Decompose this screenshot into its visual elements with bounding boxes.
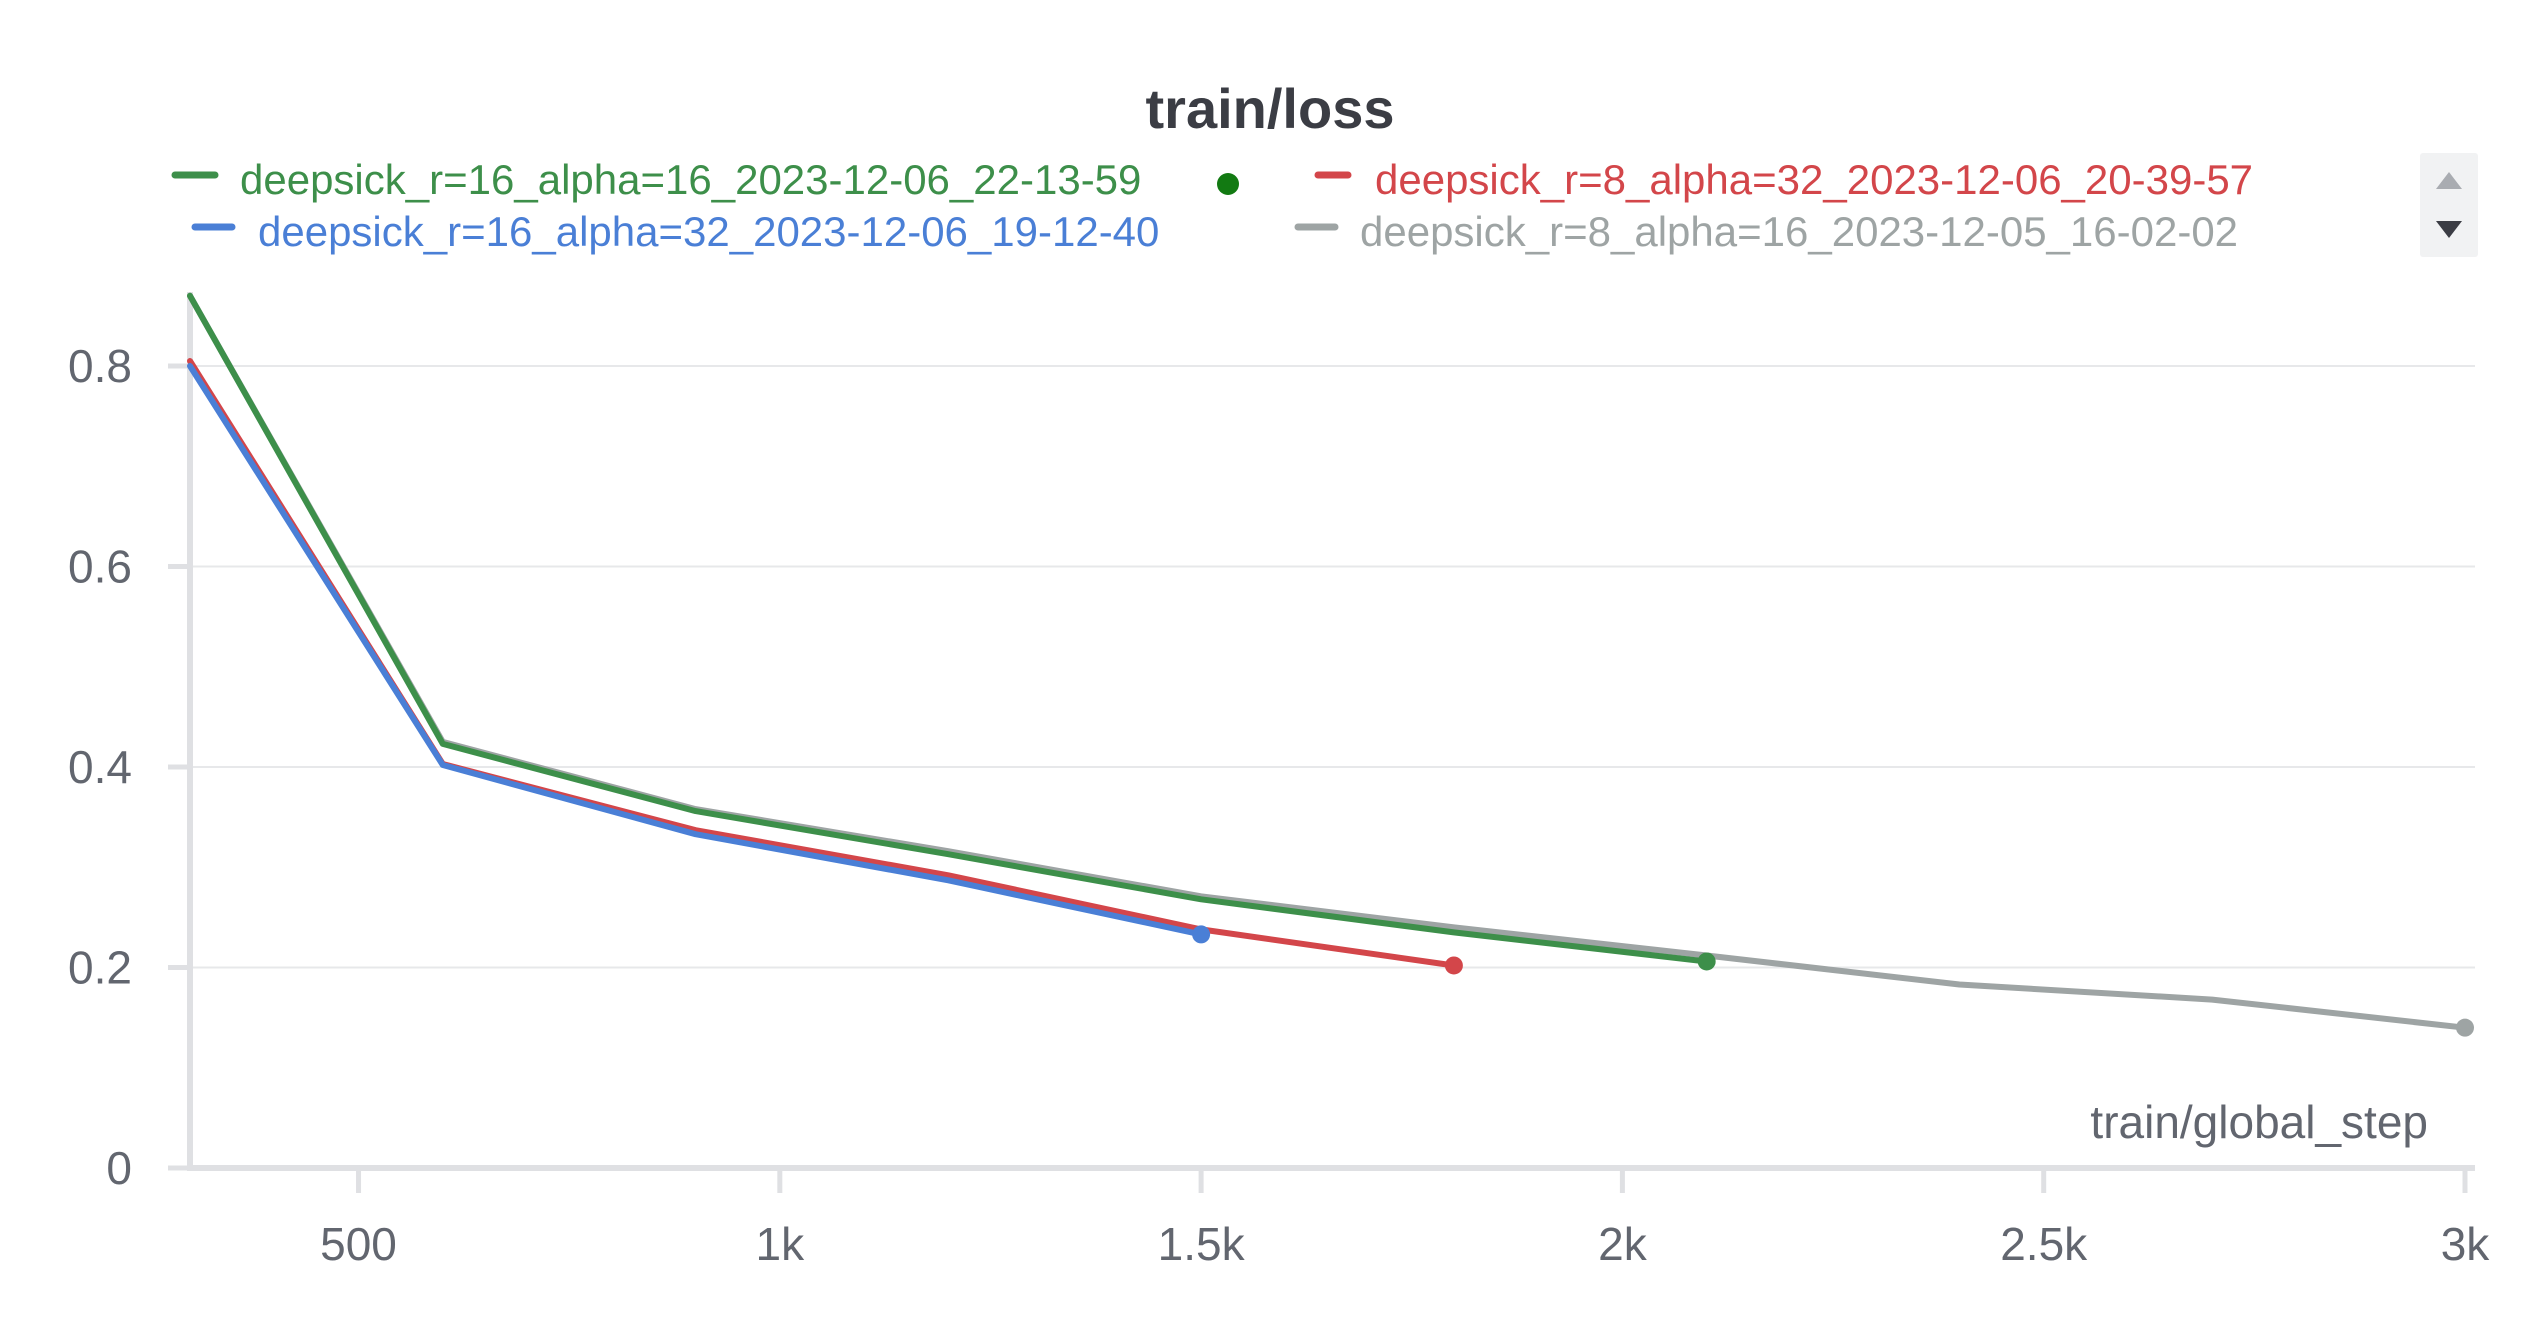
chart-title: train/loss: [1146, 77, 1395, 140]
series-end-point: [2456, 1018, 2474, 1037]
series-layer: [187, 292, 2474, 1037]
y-tick-label: 0.8: [68, 340, 132, 392]
x-axis-label: train/global_step: [2090, 1096, 2428, 1148]
active-series-dot-icon: [1217, 173, 1239, 195]
legend-item[interactable]: deepsick_r=16_alpha=16_2023-12-06_22-13-…: [171, 156, 1239, 203]
series-line: [187, 363, 1205, 938]
grid: [190, 365, 2475, 969]
series-line: [187, 292, 1710, 965]
x-tick-label: 1k: [756, 1218, 806, 1270]
x-tick-label: 2.5k: [2000, 1218, 2088, 1270]
axes: [187, 292, 2475, 1171]
series-end-point: [1444, 956, 1463, 975]
legend-label: deepsick_r=16_alpha=16_2023-12-06_22-13-…: [240, 156, 1141, 203]
legend: deepsick_r=16_alpha=16_2023-12-06_22-13-…: [171, 156, 2253, 255]
y-tick-label: 0.2: [68, 942, 132, 994]
y-tick-label: 0.4: [68, 741, 132, 793]
y-tick-label: 0.6: [68, 541, 132, 593]
legend-label: deepsick_r=16_alpha=32_2023-12-06_19-12-…: [258, 208, 1159, 255]
legend-label: deepsick_r=8_alpha=32_2023-12-06_20-39-5…: [1375, 156, 2253, 203]
legend-item[interactable]: deepsick_r=8_alpha=16_2023-12-05_16-02-0…: [1294, 208, 2238, 255]
x-tick-label: 3k: [2441, 1218, 2491, 1270]
triangle-up-icon[interactable]: [2436, 172, 2462, 189]
legend-scroll-box: [2420, 153, 2478, 257]
x-tick-label: 1.5k: [1158, 1218, 1246, 1270]
legend-scroll: [2420, 153, 2478, 257]
legend-item[interactable]: deepsick_r=8_alpha=32_2023-12-06_20-39-5…: [1314, 156, 2253, 203]
series-end-point: [1192, 925, 1211, 944]
series-end-point: [1697, 952, 1716, 971]
x-tick-label: 2k: [1598, 1218, 1648, 1270]
x-tick-label: 500: [320, 1218, 397, 1270]
triangle-down-icon[interactable]: [2436, 221, 2462, 238]
legend-item[interactable]: deepsick_r=16_alpha=32_2023-12-06_19-12-…: [191, 208, 1159, 255]
y-tick-label: 0: [106, 1142, 132, 1194]
ticks: 500 1k 1.5k 2k 2.5k 3k 0 0.2 0.4 0.6 0.8: [68, 340, 2490, 1270]
legend-label: deepsick_r=8_alpha=16_2023-12-05_16-02-0…: [1360, 208, 2238, 255]
